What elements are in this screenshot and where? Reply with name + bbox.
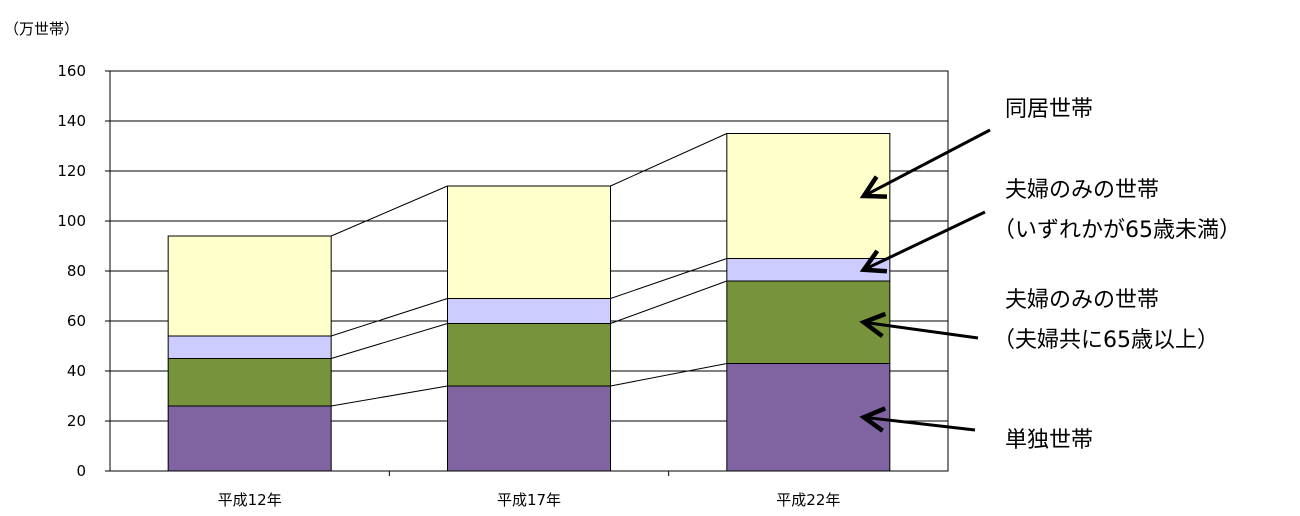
annotation-label: 同居世帯 xyxy=(1005,97,1093,122)
y-tick-label: 20 xyxy=(67,412,86,430)
bar-segment xyxy=(167,405,332,472)
y-tick-label: 0 xyxy=(76,462,86,480)
y-axis-unit-label: （万世帯） xyxy=(4,20,80,38)
annotation-arrow xyxy=(864,210,986,270)
y-tick-label: 100 xyxy=(57,212,86,230)
series-connector-line xyxy=(330,185,448,237)
series-connector-line xyxy=(610,258,727,299)
series-connector-line xyxy=(331,298,448,337)
annotation-arrow xyxy=(864,128,991,196)
series-connector-line xyxy=(610,133,728,187)
bar-segment xyxy=(447,385,611,472)
x-tick-label: 平成12年 xyxy=(218,491,282,509)
series-connector-line xyxy=(610,363,727,387)
y-tick-label: 140 xyxy=(57,112,86,130)
bar-segment xyxy=(167,335,332,359)
bars xyxy=(167,133,891,472)
axes: 0 20 40 60 80 100 120 140 160 平成12年 平成17年 平成22年 xyxy=(57,62,949,509)
plot-area-border xyxy=(109,70,949,472)
series-connector-line xyxy=(610,280,728,324)
bar-segment xyxy=(167,358,332,407)
bar-segment xyxy=(167,235,332,337)
annotation-label: （いずれかが65歳未満） xyxy=(993,218,1241,243)
annotation-label: 夫婦のみの世帯 xyxy=(1005,178,1159,203)
bar-segment xyxy=(447,298,611,324)
annotation-label: 単独世帯 xyxy=(1005,428,1093,453)
y-tick-label: 160 xyxy=(57,62,86,80)
series-connector-line xyxy=(331,323,448,359)
x-tick-label: 平成17年 xyxy=(497,491,561,509)
annotation-label: 夫婦のみの世帯 xyxy=(1005,288,1159,313)
annotation-arrow xyxy=(864,417,976,430)
series-connector-line xyxy=(331,385,448,407)
series-connector-lines xyxy=(330,133,728,407)
y-tick-label: 40 xyxy=(67,362,86,380)
x-tick-label: 平成22年 xyxy=(776,491,840,509)
annotation-arrow xyxy=(864,322,979,340)
annotation-label: （夫婦共に65歳以上） xyxy=(993,328,1219,353)
bar-segment xyxy=(447,185,611,299)
bar-segment xyxy=(447,323,611,387)
y-tick-label: 120 xyxy=(57,162,86,180)
y-tick-label: 60 xyxy=(67,312,86,330)
y-tick-label: 80 xyxy=(67,262,86,280)
